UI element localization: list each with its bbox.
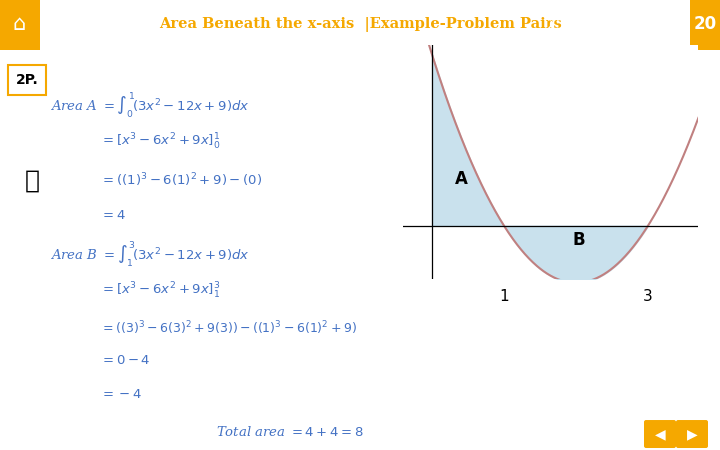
Text: 👉: 👉 bbox=[24, 168, 40, 192]
Text: Area Beneath the x-axis  |Example-Problem Pairs: Area Beneath the x-axis |Example-Problem… bbox=[158, 17, 562, 32]
Text: Area A $= \int_0^1 \!\left(3x^2 - 12x + 9\right)dx$: Area A $= \int_0^1 \!\left(3x^2 - 12x + … bbox=[50, 90, 250, 120]
Bar bbox=[8, 65, 46, 95]
FancyBboxPatch shape bbox=[0, 0, 40, 50]
Text: $= \left((1)^3 - 6(1)^2 + 9\right) - \left(0\right)$: $= \left((1)^3 - 6(1)^2 + 9\right) - \le… bbox=[100, 171, 262, 189]
Text: A: A bbox=[455, 170, 468, 188]
FancyBboxPatch shape bbox=[676, 420, 708, 448]
Text: Area B $= \int_1^3 \!\left(3x^2 - 12x + 9\right)dx$: Area B $= \int_1^3 \!\left(3x^2 - 12x + … bbox=[50, 239, 250, 269]
Text: Total area $= 4 + 4 = 8$: Total area $= 4 + 4 = 8$ bbox=[216, 425, 364, 439]
Text: $= -4$: $= -4$ bbox=[100, 387, 142, 400]
Text: $= 0 - 4$: $= 0 - 4$ bbox=[100, 354, 150, 367]
Text: 25/05/2021: 25/05/2021 bbox=[547, 17, 626, 31]
FancyBboxPatch shape bbox=[644, 420, 676, 448]
Text: $= \left[x^3 - 6x^2 + 9x\right]_0^1$: $= \left[x^3 - 6x^2 + 9x\right]_0^1$ bbox=[100, 132, 220, 153]
Text: B: B bbox=[572, 231, 585, 249]
Text: 20: 20 bbox=[693, 15, 716, 33]
Text: $= \left[x^3 - 6x^2 + 9x\right]_1^3$: $= \left[x^3 - 6x^2 + 9x\right]_1^3$ bbox=[100, 281, 220, 301]
FancyBboxPatch shape bbox=[690, 0, 720, 50]
Text: 2P.: 2P. bbox=[16, 73, 38, 87]
Text: ⌂: ⌂ bbox=[13, 14, 26, 34]
Text: $= \left((3)^3 - 6(3)^2 + 9(3)\right) - \left((1)^3 - 6(1)^2 + 9\right)$: $= \left((3)^3 - 6(3)^2 + 9(3)\right) - … bbox=[100, 320, 357, 337]
Text: $= 4$: $= 4$ bbox=[100, 209, 126, 222]
Text: ▶: ▶ bbox=[687, 427, 697, 441]
Text: ◀: ◀ bbox=[654, 427, 665, 441]
